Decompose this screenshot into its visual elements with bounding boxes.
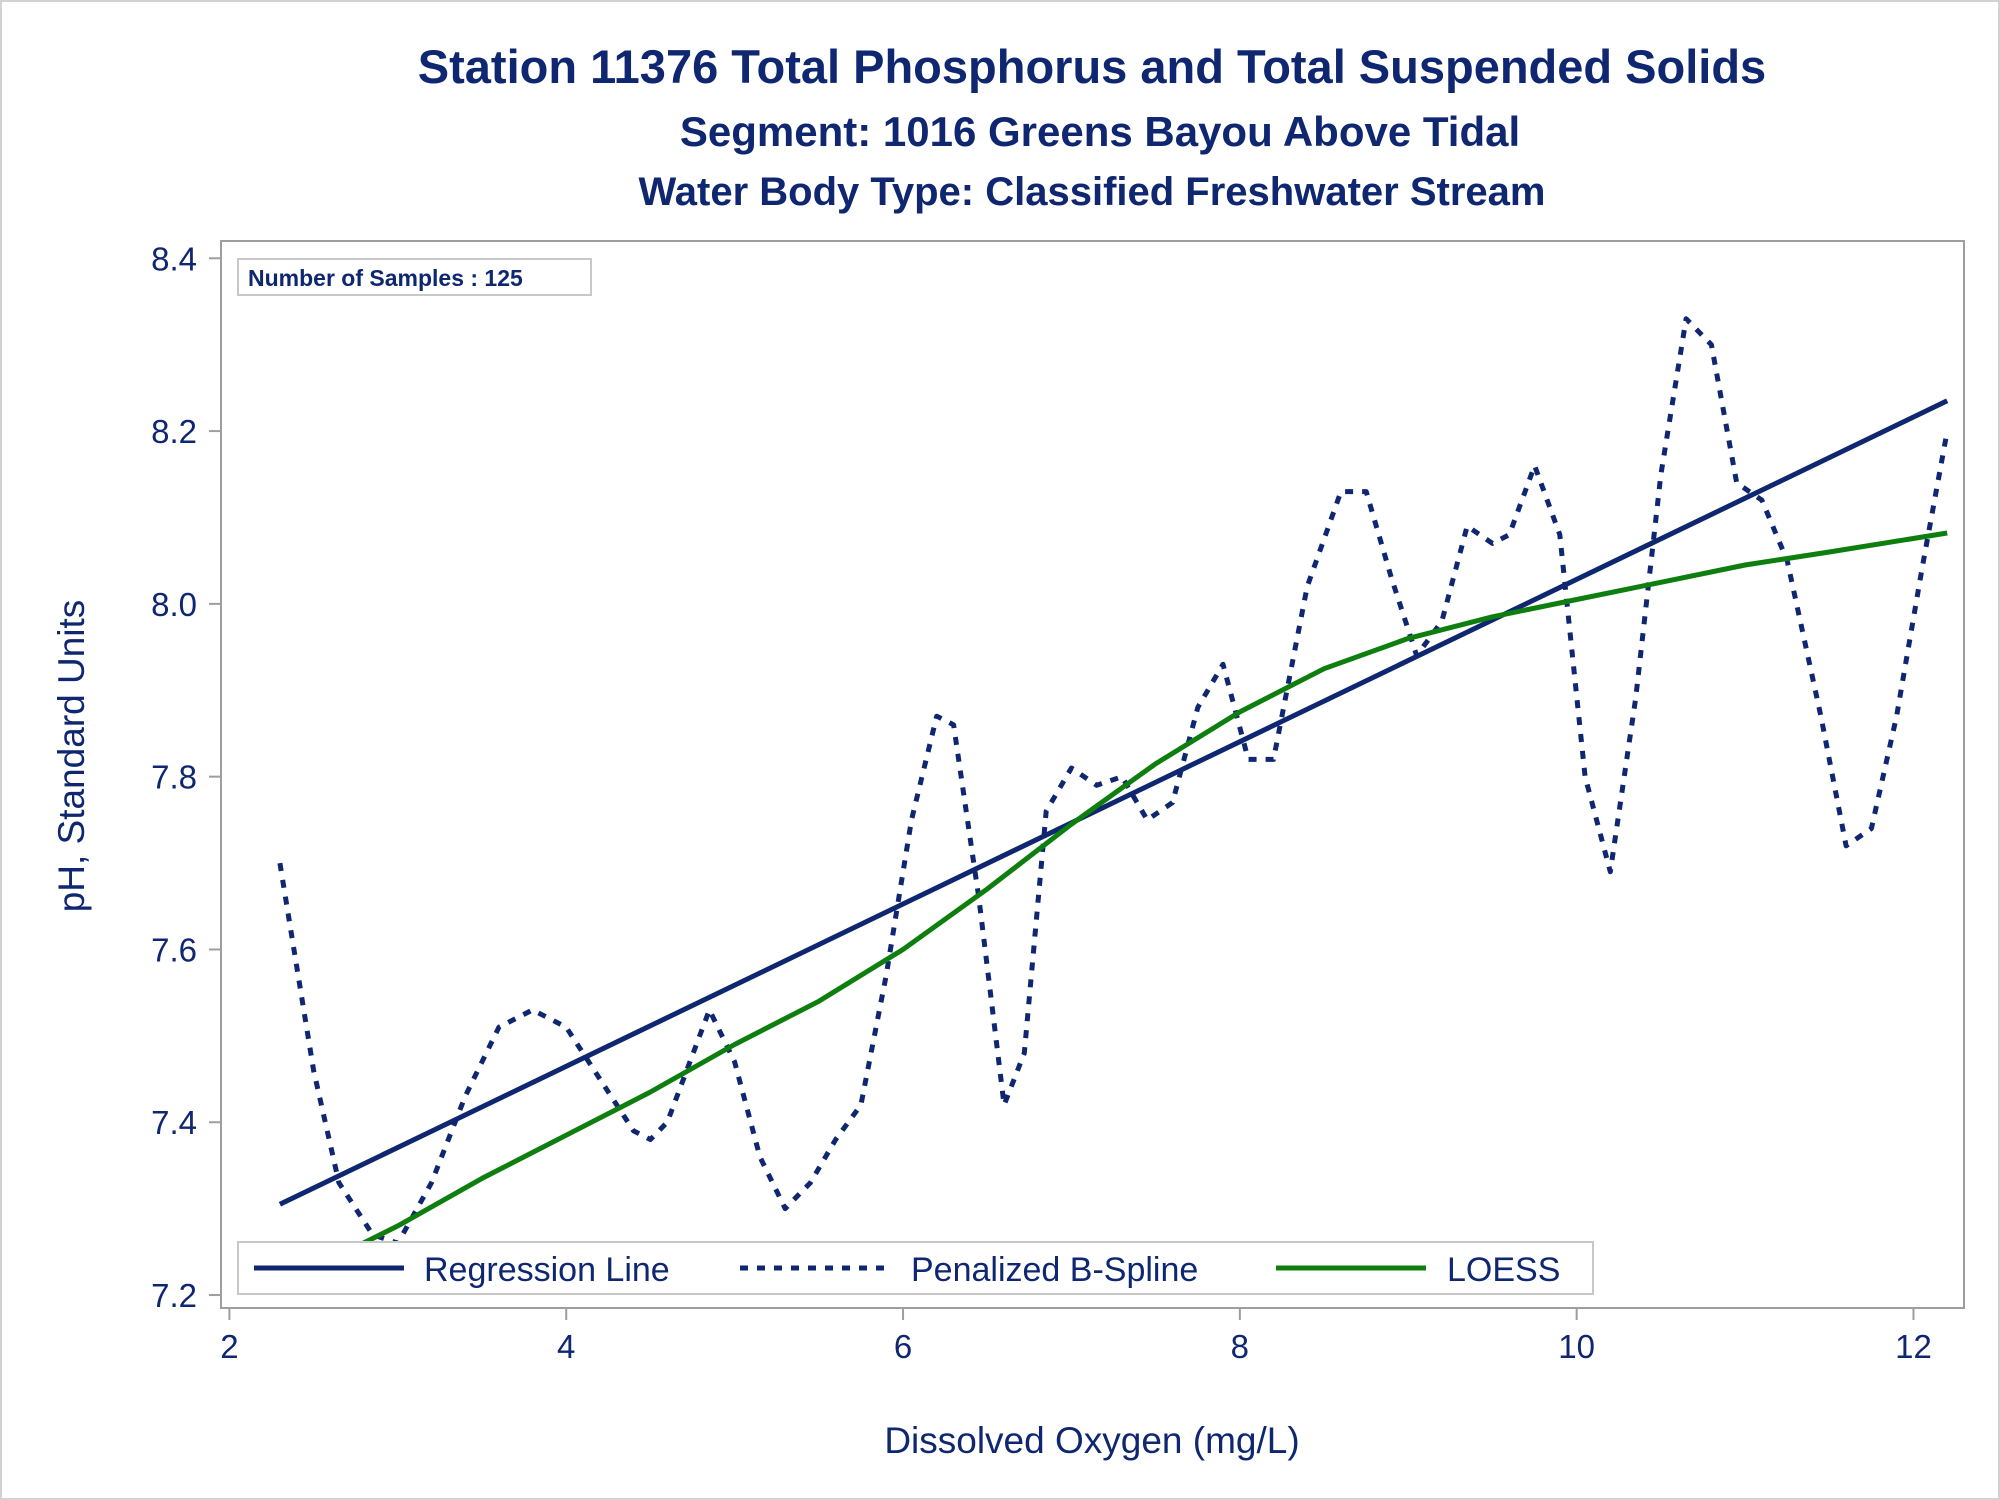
y-tick-label: 7.4 (151, 1104, 197, 1141)
y-tick-label: 7.6 (151, 931, 197, 968)
y-tick-label: 8.2 (151, 413, 197, 450)
plot-area (220, 240, 1965, 1309)
x-tick-label: 8 (1231, 1328, 1249, 1365)
sample-count-label: Number of Samples : 125 (248, 265, 523, 291)
chart-subtitle: Segment: 1016 Greens Bayou Above Tidal (680, 108, 1520, 155)
series-line-loess (278, 530, 1948, 1287)
series-layer (277, 316, 1950, 1287)
x-tick-label: 4 (557, 1328, 575, 1365)
series-line-regression-line (278, 398, 1949, 1207)
series-line-penalized-b-spline (277, 316, 1950, 1246)
x-tick-label: 6 (894, 1328, 912, 1365)
legend-label-regression-line: Regression Line (424, 1251, 670, 1289)
sample-count-box-border (237, 258, 592, 296)
x-tick-label: 10 (1558, 1328, 1595, 1365)
axes: 2 4 6 8 10 12 7.2 7.4 7.6 7.8 8.0 8.2 8.4 (151, 240, 1932, 1365)
y-tick-label: 8.4 (151, 240, 197, 277)
legend-label-penalized-b-spline: Penalized B-Spline (911, 1251, 1198, 1289)
sample-count-box: Number of Samples : 125 (237, 258, 592, 296)
y-axis: 7.2 7.4 7.6 7.8 8.0 8.2 8.4 (151, 240, 221, 1314)
legend: Regression Line Penalized B-Spline LOESS (237, 1241, 1594, 1295)
y-tick-label: 7.2 (151, 1277, 197, 1314)
chart-title: Station 11376 Total Phosphorus and Total… (418, 40, 1766, 93)
legend-label-loess: LOESS (1447, 1251, 1560, 1289)
x-tick-label: 12 (1895, 1328, 1932, 1365)
chart-subtitle-2: Water Body Type: Classified Freshwater S… (639, 170, 1546, 214)
y-axis-label: pH, Standard Units (51, 600, 92, 913)
x-axis-label: Dissolved Oxygen (mg/L) (884, 1420, 1299, 1461)
y-tick-label: 7.8 (151, 759, 197, 796)
x-axis: 2 4 6 8 10 12 (220, 1308, 1932, 1365)
y-tick-label: 8.0 (151, 586, 197, 623)
x-tick-label: 2 (220, 1328, 238, 1365)
